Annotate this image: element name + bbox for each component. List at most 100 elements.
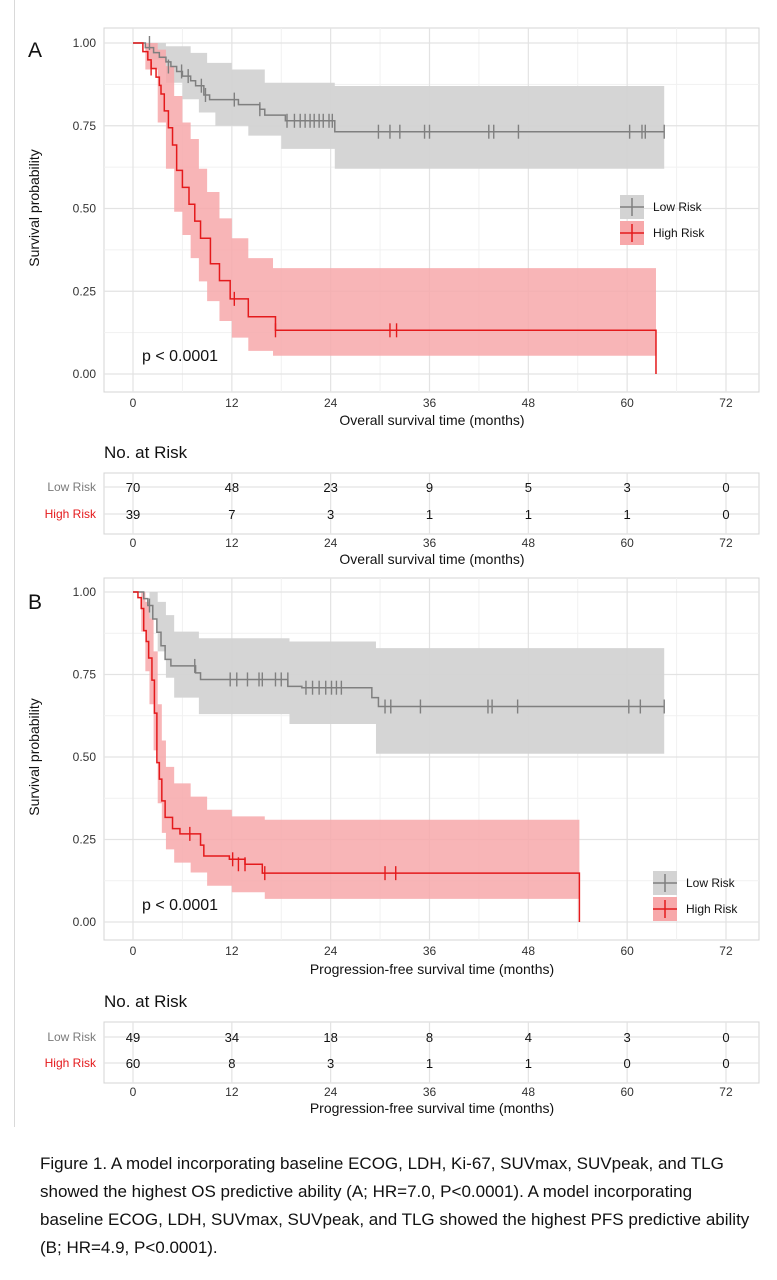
high-risk-survival-curve bbox=[133, 42, 657, 374]
p-value-b: p < 0.0001 bbox=[142, 897, 218, 914]
risk-table-frame bbox=[103, 472, 760, 535]
risk-count: 48 bbox=[225, 480, 239, 495]
risk-count: 0 bbox=[722, 1056, 729, 1071]
x-tick-label: 12 bbox=[225, 396, 239, 410]
risk-x-tick-label: 0 bbox=[130, 536, 137, 550]
x-tick-label: 36 bbox=[423, 396, 437, 410]
y-tick-label: 0.00 bbox=[73, 367, 97, 381]
legend-label-low-risk: Low Risk bbox=[653, 200, 703, 214]
panel-label-a: A bbox=[28, 39, 42, 62]
panel-label-b: B bbox=[28, 591, 42, 614]
risk-x-tick-label: 12 bbox=[225, 1085, 239, 1099]
risk-count: 1 bbox=[426, 507, 433, 522]
risk-count: 8 bbox=[426, 1030, 433, 1045]
risk-x-tick-label: 72 bbox=[719, 536, 733, 550]
risk-count: 3 bbox=[327, 1056, 334, 1071]
legend-label-low-risk: Low Risk bbox=[686, 876, 736, 890]
y-tick-label: 0.25 bbox=[73, 284, 97, 298]
risk-count: 4 bbox=[525, 1030, 532, 1045]
x-tick-label: 60 bbox=[620, 944, 634, 958]
low-risk-confidence-band bbox=[133, 592, 665, 754]
risk-x-tick-label: 72 bbox=[719, 1085, 733, 1099]
y-tick-label: 0.75 bbox=[73, 119, 97, 133]
risk-count: 0 bbox=[722, 480, 729, 495]
risk-count: 49 bbox=[126, 1030, 140, 1045]
low-risk-confidence-band bbox=[133, 43, 665, 169]
risk-x-tick-label: 60 bbox=[620, 1085, 634, 1099]
x-tick-label: 72 bbox=[719, 944, 733, 958]
x-tick-label: 48 bbox=[522, 944, 536, 958]
risk-x-axis-title-a: Overall survival time (months) bbox=[339, 551, 524, 567]
risk-count: 1 bbox=[426, 1056, 433, 1071]
risk-count: 34 bbox=[225, 1030, 239, 1045]
p-value-a: p < 0.0001 bbox=[142, 348, 218, 365]
risk-count: 18 bbox=[323, 1030, 337, 1045]
high-risk-confidence-band bbox=[133, 43, 656, 356]
y-tick-label: 1.00 bbox=[73, 585, 97, 599]
x-tick-label: 0 bbox=[130, 396, 137, 410]
risk-count: 60 bbox=[126, 1056, 140, 1071]
y-axis-title-b: Survival probability bbox=[26, 698, 42, 816]
risk-x-tick-label: 48 bbox=[522, 1085, 536, 1099]
risk-count: 7 bbox=[228, 507, 235, 522]
risk-count: 3 bbox=[624, 480, 631, 495]
risk-count: 70 bbox=[126, 480, 140, 495]
risk-count: 0 bbox=[722, 507, 729, 522]
x-tick-label: 48 bbox=[522, 396, 536, 410]
survival-figure: A Survival probability Overall survival … bbox=[26, 27, 760, 1116]
risk-x-tick-label: 24 bbox=[324, 536, 338, 550]
x-tick-label: 72 bbox=[719, 396, 733, 410]
risk-table-title-b: No. at Risk bbox=[104, 992, 188, 1011]
y-tick-label: 0.50 bbox=[73, 750, 97, 764]
risk-x-tick-label: 48 bbox=[522, 536, 536, 550]
risk-count: 3 bbox=[624, 1030, 631, 1045]
y-axis-title-a: Survival probability bbox=[26, 149, 42, 267]
legend-label-high-risk: High Risk bbox=[686, 902, 738, 916]
risk-x-tick-label: 24 bbox=[324, 1085, 338, 1099]
x-tick-label: 60 bbox=[620, 396, 634, 410]
risk-table-title-a: No. at Risk bbox=[104, 443, 188, 462]
risk-x-tick-label: 36 bbox=[423, 536, 437, 550]
figure-caption: Figure 1. A model incorporating baseline… bbox=[40, 1154, 750, 1257]
risk-count: 1 bbox=[525, 507, 532, 522]
risk-count: 1 bbox=[525, 1056, 532, 1071]
risk-count: 5 bbox=[525, 480, 532, 495]
low-risk-survival-curve bbox=[133, 42, 665, 133]
y-tick-label: 0.00 bbox=[73, 915, 97, 929]
risk-count: 39 bbox=[126, 507, 140, 522]
x-tick-label: 24 bbox=[324, 396, 338, 410]
risk-x-tick-label: 36 bbox=[423, 1085, 437, 1099]
risk-count: 9 bbox=[426, 480, 433, 495]
risk-x-tick-label: 60 bbox=[620, 536, 634, 550]
x-tick-label: 12 bbox=[225, 944, 239, 958]
risk-count: 1 bbox=[624, 507, 631, 522]
high-risk-confidence-band bbox=[133, 592, 580, 899]
risk-row-label: High Risk bbox=[45, 1056, 97, 1070]
risk-count: 23 bbox=[323, 480, 337, 495]
x-axis-title-b: Progression-free survival time (months) bbox=[310, 961, 554, 977]
risk-row-label: Low Risk bbox=[47, 480, 97, 494]
risk-count: 3 bbox=[327, 507, 334, 522]
high-risk-survival-curve bbox=[133, 591, 581, 922]
risk-row-label: Low Risk bbox=[47, 1030, 97, 1044]
x-axis-title-a: Overall survival time (months) bbox=[339, 412, 524, 428]
panel-a: A Survival probability Overall survival … bbox=[26, 27, 760, 567]
risk-count: 0 bbox=[722, 1030, 729, 1045]
x-tick-label: 0 bbox=[130, 944, 137, 958]
risk-x-tick-label: 0 bbox=[130, 1085, 137, 1099]
figure-left-border bbox=[14, 0, 15, 1127]
risk-count: 8 bbox=[228, 1056, 235, 1071]
risk-x-tick-label: 12 bbox=[225, 536, 239, 550]
x-tick-label: 36 bbox=[423, 944, 437, 958]
x-tick-label: 24 bbox=[324, 944, 338, 958]
risk-table-frame bbox=[103, 1021, 760, 1084]
y-tick-label: 0.75 bbox=[73, 668, 97, 682]
risk-row-label: High Risk bbox=[45, 507, 97, 521]
risk-x-axis-title-b: Progression-free survival time (months) bbox=[310, 1100, 554, 1116]
legend-label-high-risk: High Risk bbox=[653, 226, 705, 240]
y-tick-label: 1.00 bbox=[73, 36, 97, 50]
y-tick-label: 0.25 bbox=[73, 833, 97, 847]
risk-count: 0 bbox=[624, 1056, 631, 1071]
